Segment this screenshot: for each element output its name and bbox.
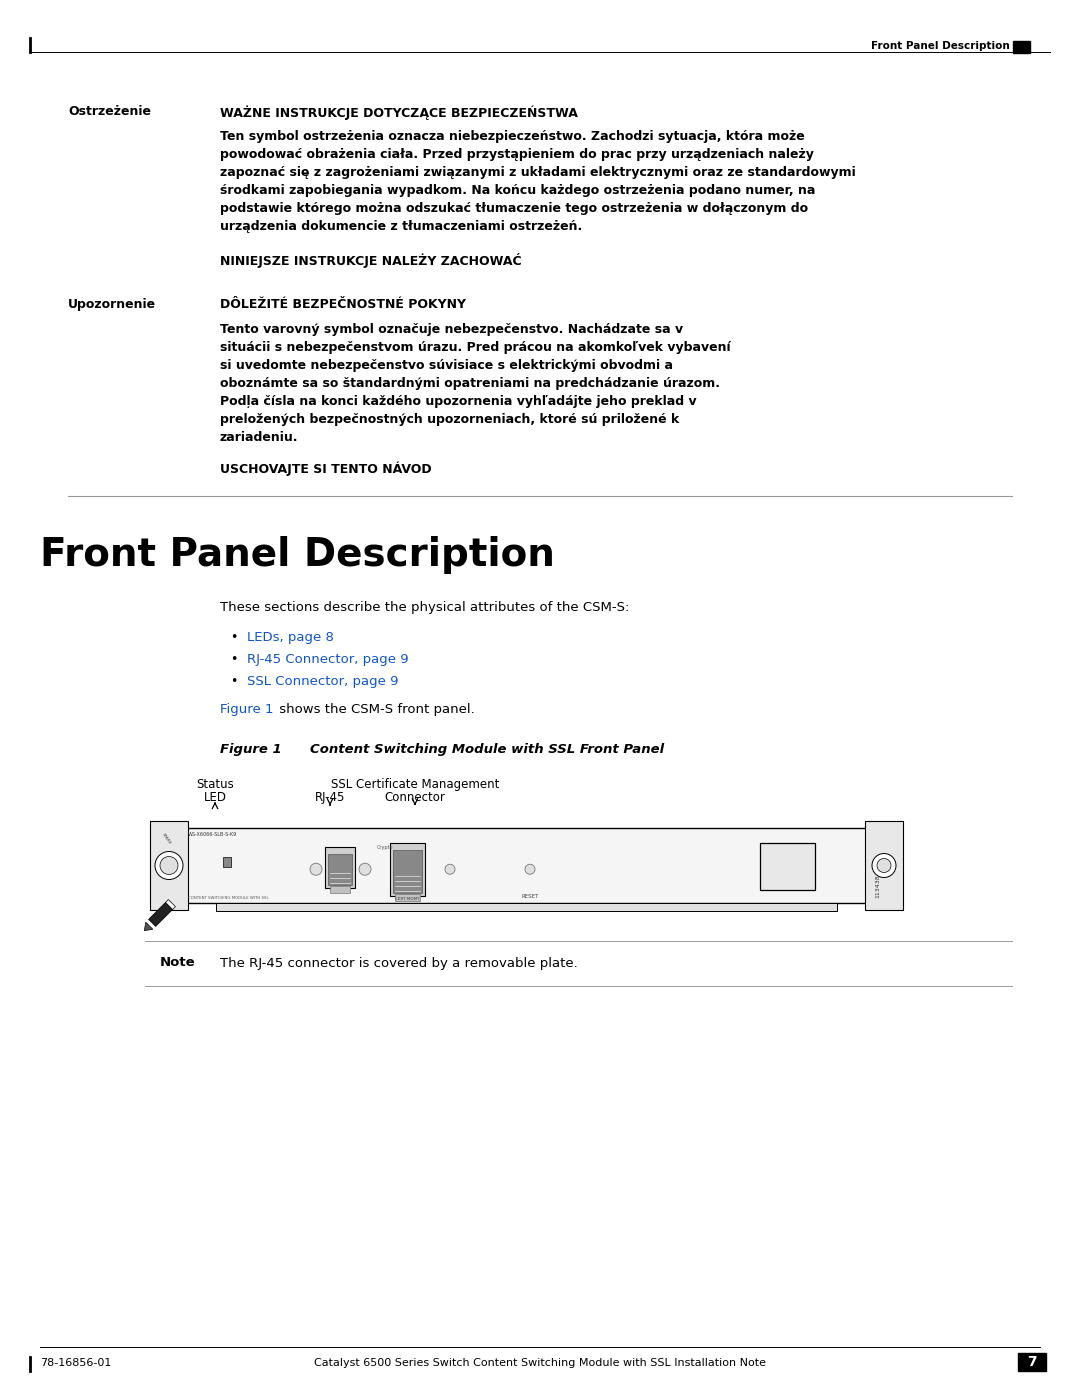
Polygon shape — [165, 900, 175, 909]
Circle shape — [310, 863, 322, 876]
Text: Catalyst 6500 Series Switch Content Switching Module with SSL Installation Note: Catalyst 6500 Series Switch Content Swit… — [314, 1358, 766, 1368]
Text: Front Panel Description: Front Panel Description — [40, 536, 555, 574]
Circle shape — [445, 865, 455, 875]
Text: 113438: 113438 — [875, 875, 880, 898]
Text: Status: Status — [197, 778, 234, 791]
Text: Front Panel Description: Front Panel Description — [872, 41, 1010, 52]
Bar — [216, 902, 837, 911]
Text: •: • — [230, 675, 238, 687]
Circle shape — [525, 865, 535, 875]
Bar — [330, 886, 350, 893]
Bar — [393, 849, 422, 893]
Bar — [1018, 1354, 1047, 1370]
Text: Figure 1: Figure 1 — [220, 743, 282, 756]
Text: podstawie którego można odszukać tłumaczenie tego ostrzeżenia w dołączonym do: podstawie którego można odszukać tłumacz… — [220, 203, 808, 215]
Bar — [222, 856, 231, 866]
Text: The RJ-45 connector is covered by a removable plate.: The RJ-45 connector is covered by a remo… — [220, 957, 578, 970]
Text: LED: LED — [203, 791, 227, 805]
Bar — [183, 828, 870, 902]
Text: CONTENT SWITCHING MODULE WITH SSL: CONTENT SWITCHING MODULE WITH SSL — [188, 895, 269, 900]
Text: Figure 1: Figure 1 — [220, 703, 273, 717]
Bar — [1013, 41, 1030, 53]
Bar — [395, 894, 420, 901]
Text: oboznámte sa so štandardnými opatreniami na predchádzanie úrazom.: oboznámte sa so štandardnými opatreniami… — [220, 377, 720, 390]
Circle shape — [872, 854, 896, 877]
Circle shape — [160, 856, 178, 875]
Text: situácii s nebezpečenstvom úrazu. Pred prácou na akomkoľvek vybavení: situácii s nebezpečenstvom úrazu. Pred p… — [220, 341, 731, 353]
Text: Upozornenie: Upozornenie — [68, 298, 157, 312]
Circle shape — [156, 852, 183, 880]
Text: •: • — [230, 652, 238, 666]
Text: zapoznać się z zagrożeniami związanymi z układami elektrycznymi oraz ze standard: zapoznać się z zagrożeniami związanymi z… — [220, 166, 855, 179]
Text: SPARE: SPARE — [161, 833, 172, 845]
Bar — [760, 842, 815, 890]
Text: zariadeniu.: zariadeniu. — [220, 432, 298, 444]
Text: Note: Note — [160, 957, 195, 970]
Polygon shape — [145, 922, 152, 930]
Bar — [150, 821, 188, 909]
Bar — [865, 821, 903, 909]
Text: powodować obrażenia ciała. Przed przystąpieniem do prac przy urządzeniach należy: powodować obrażenia ciała. Przed przystą… — [220, 148, 814, 161]
Text: Ostrzeżenie: Ostrzeżenie — [68, 105, 151, 117]
Circle shape — [359, 863, 372, 876]
Text: DÔLEŽITÉ BEZPEČNOSTNÉ POKYNY: DÔLEŽITÉ BEZPEČNOSTNÉ POKYNY — [220, 298, 465, 312]
Text: SSL Certificate Management: SSL Certificate Management — [330, 778, 499, 791]
Text: środkami zapobiegania wypadkom. Na końcu każdego ostrzeżenia podano numer, na: środkami zapobiegania wypadkom. Na końcu… — [220, 184, 815, 197]
Text: urządzenia dokumencie z tłumaczeniami ostrzeżeń.: urządzenia dokumencie z tłumaczeniami os… — [220, 219, 582, 233]
Text: CERT MGMT: CERT MGMT — [395, 897, 420, 901]
Text: These sections describe the physical attributes of the CSM-S:: These sections describe the physical att… — [220, 601, 630, 615]
Text: 7: 7 — [1027, 1355, 1037, 1369]
Bar — [325, 847, 355, 888]
Text: Connector: Connector — [384, 791, 445, 805]
Bar — [390, 842, 426, 895]
Text: si uvedomte nebezpečenstvo súvisiace s elektrickými obvodmi a: si uvedomte nebezpečenstvo súvisiace s e… — [220, 359, 673, 372]
Text: RJ-45: RJ-45 — [314, 791, 346, 805]
Text: WAŻNE INSTRUKCJE DOTYCZĄCE BEZPIECZEŃSTWA: WAŻNE INSTRUKCJE DOTYCZĄCE BEZPIECZEŃSTW… — [220, 105, 578, 120]
Text: Content Switching Module with SSL Front Panel: Content Switching Module with SSL Front … — [310, 743, 664, 756]
Text: Podļa čísla na konci každého upozornenia vyhľadájte jeho preklad v: Podļa čísla na konci každého upozornenia… — [220, 395, 697, 408]
Text: LEDs, page 8: LEDs, page 8 — [247, 631, 334, 644]
Text: Tento varovný symbol označuje nebezpečenstvo. Nachádzate sa v: Tento varovný symbol označuje nebezpečen… — [220, 323, 684, 337]
Text: WS-X6066-SLB-S-K9: WS-X6066-SLB-S-K9 — [188, 833, 238, 837]
Bar — [328, 854, 352, 886]
Text: 78-16856-01: 78-16856-01 — [40, 1358, 111, 1368]
Text: shows the CSM-S front panel.: shows the CSM-S front panel. — [275, 703, 475, 717]
Text: SSL Connector, page 9: SSL Connector, page 9 — [247, 675, 399, 687]
Polygon shape — [149, 902, 173, 926]
Text: RJ-45 Connector, page 9: RJ-45 Connector, page 9 — [247, 652, 408, 666]
Text: •: • — [230, 631, 238, 644]
Circle shape — [877, 859, 891, 873]
Text: RESET: RESET — [522, 894, 539, 900]
Text: Ten symbol ostrzeżenia oznacza niebezpieczeństwo. Zachodzi sytuacja, która może: Ten symbol ostrzeżenia oznacza niebezpie… — [220, 130, 805, 142]
Text: NINIEJSZE INSTRUKCJE NALEŻY ZACHOWAĆ: NINIEJSZE INSTRUKCJE NALEŻY ZACHOWAĆ — [220, 253, 522, 268]
Text: preložených bezpečnostných upozorneniach, ktoré sú priložené k: preložených bezpečnostných upozorneniach… — [220, 414, 679, 426]
Text: USCHOVAJTE SI TENTO NÁVOD: USCHOVAJTE SI TENTO NÁVOD — [220, 461, 432, 475]
Text: Crypto: Crypto — [377, 845, 393, 851]
